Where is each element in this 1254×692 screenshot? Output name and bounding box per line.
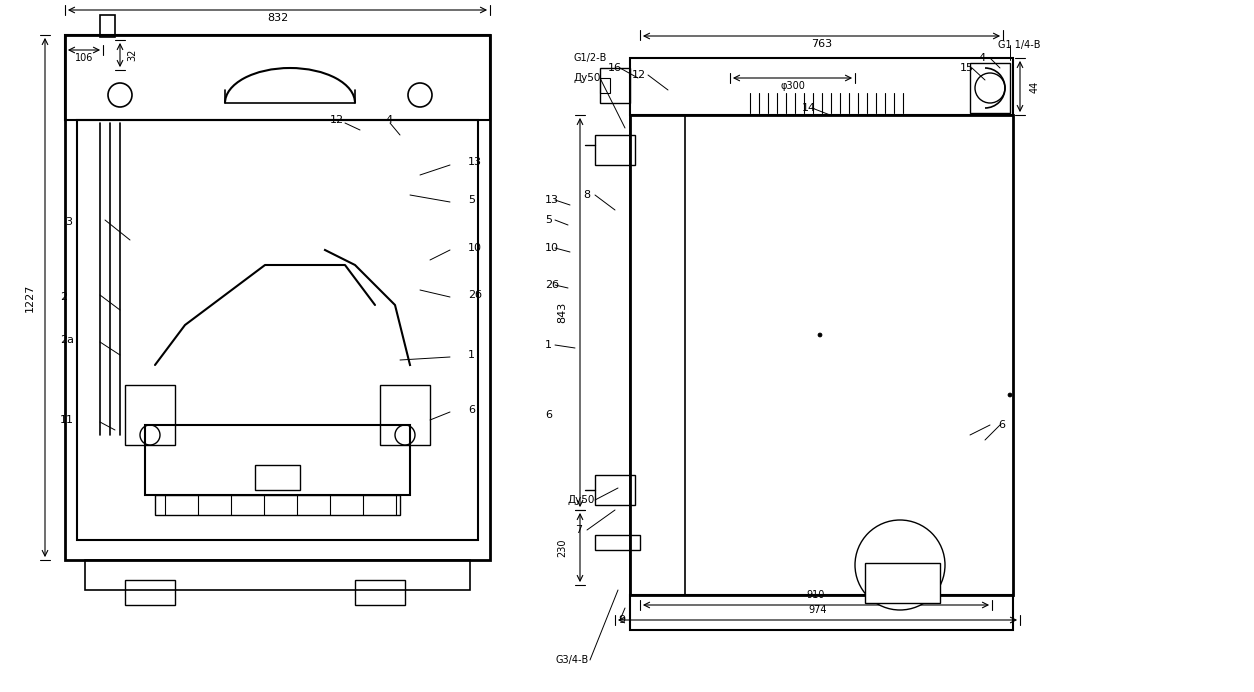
Bar xyxy=(65,35,490,560)
Text: 2: 2 xyxy=(60,292,68,302)
Text: G1 1/4-В: G1 1/4-В xyxy=(998,40,1041,50)
Text: 16: 16 xyxy=(608,63,622,73)
Bar xyxy=(255,465,300,490)
Bar xyxy=(594,475,635,505)
Text: 13: 13 xyxy=(468,157,482,167)
Text: 1: 1 xyxy=(468,350,475,360)
Text: 6: 6 xyxy=(545,410,552,420)
Bar xyxy=(594,135,635,165)
Text: 14: 14 xyxy=(803,103,816,113)
Text: Ду50: Ду50 xyxy=(573,73,601,83)
Bar xyxy=(155,495,400,515)
Text: 763: 763 xyxy=(811,39,833,49)
Text: 7: 7 xyxy=(576,525,582,535)
Text: 910: 910 xyxy=(806,590,825,600)
Bar xyxy=(630,58,1013,115)
Text: 2б: 2б xyxy=(468,290,482,300)
Text: G3/4-В: G3/4-В xyxy=(556,655,588,665)
Bar xyxy=(355,580,405,605)
Text: Ду50: Ду50 xyxy=(568,495,596,505)
Bar xyxy=(85,560,470,590)
Text: φ300: φ300 xyxy=(780,81,805,91)
Text: G1/2-В: G1/2-В xyxy=(573,53,607,63)
Bar xyxy=(630,115,685,595)
Bar xyxy=(630,115,1013,595)
Text: 230: 230 xyxy=(557,538,567,557)
Bar xyxy=(380,385,430,445)
Text: 8: 8 xyxy=(583,190,591,200)
Text: 11: 11 xyxy=(60,415,74,425)
Text: 6: 6 xyxy=(468,405,475,415)
Text: 32: 32 xyxy=(127,49,137,61)
Text: 843: 843 xyxy=(557,302,567,323)
Text: 10: 10 xyxy=(468,243,482,253)
Text: 13: 13 xyxy=(545,195,559,205)
Bar xyxy=(971,63,1009,113)
Text: 44: 44 xyxy=(1030,80,1040,93)
Bar xyxy=(100,15,115,37)
Text: 12: 12 xyxy=(632,70,646,80)
Text: 5: 5 xyxy=(545,215,552,225)
Circle shape xyxy=(818,333,823,337)
Circle shape xyxy=(855,520,946,610)
Bar xyxy=(145,425,410,495)
Text: 15: 15 xyxy=(961,63,974,73)
Text: 5: 5 xyxy=(468,195,475,205)
Bar xyxy=(125,385,176,445)
Text: 12: 12 xyxy=(330,115,344,125)
Bar xyxy=(65,35,490,120)
Text: 6: 6 xyxy=(998,420,1004,430)
Text: 9: 9 xyxy=(618,615,626,625)
Bar xyxy=(594,535,640,550)
Text: 832: 832 xyxy=(267,13,288,23)
Bar xyxy=(599,68,630,103)
Text: 2а: 2а xyxy=(60,335,74,345)
Text: 1227: 1227 xyxy=(25,283,35,311)
Bar xyxy=(125,580,176,605)
Text: 1: 1 xyxy=(545,340,552,350)
Circle shape xyxy=(1008,393,1012,397)
Text: 4: 4 xyxy=(978,53,986,63)
Text: 4: 4 xyxy=(385,115,393,125)
Bar xyxy=(865,563,940,603)
Text: 3: 3 xyxy=(65,217,71,227)
Text: 106: 106 xyxy=(75,53,93,63)
Text: 10: 10 xyxy=(545,243,559,253)
Text: 974: 974 xyxy=(809,605,826,615)
Bar xyxy=(599,78,609,93)
Bar xyxy=(630,595,1013,630)
Text: 2б: 2б xyxy=(545,280,559,290)
Bar xyxy=(76,120,478,540)
